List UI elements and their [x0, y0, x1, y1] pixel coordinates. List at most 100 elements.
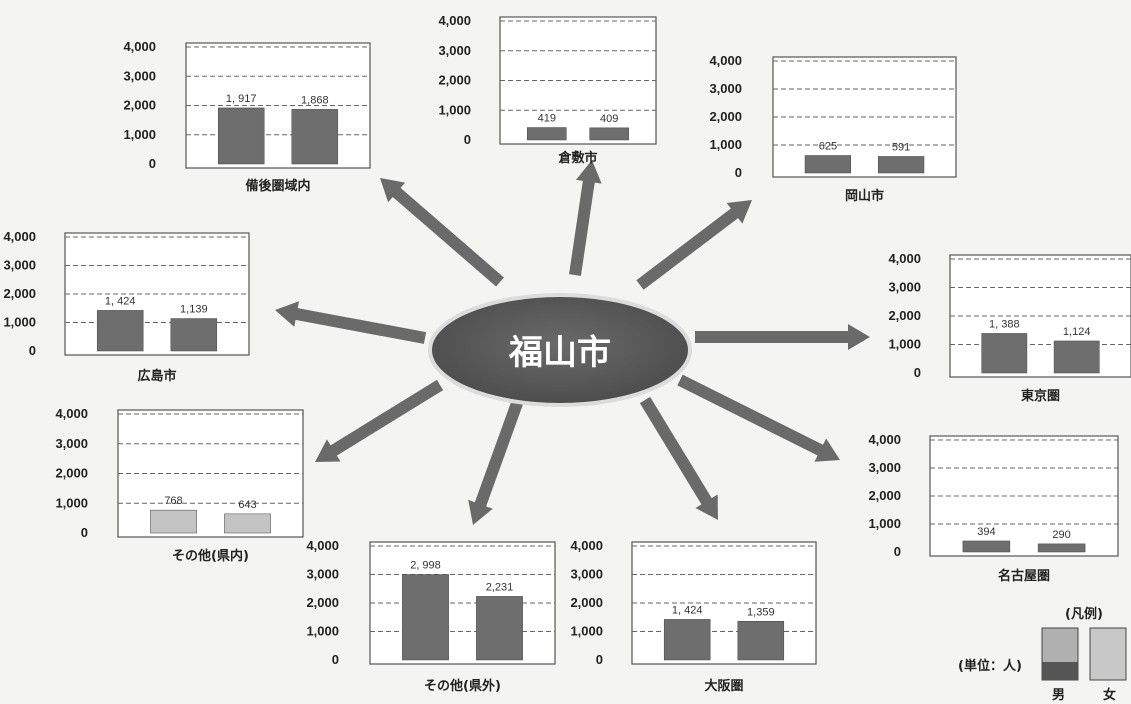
- data-label: 409: [600, 113, 618, 125]
- y-tick-label: 4,000: [123, 39, 156, 54]
- y-tick-label: 4,000: [868, 432, 901, 447]
- data-label: 2,231: [486, 581, 514, 593]
- chart-7: 0 1,000 2,000 3,000 4,000 2, 998 2,231 その他(県外): [306, 538, 556, 694]
- data-label: 419: [538, 113, 556, 125]
- legend-female-label: 女: [1103, 687, 1116, 703]
- legend-female-swatch: [1089, 627, 1127, 681]
- bar-female: [589, 127, 629, 141]
- y-tick-label: 0: [914, 365, 921, 380]
- data-label: 290: [1052, 529, 1070, 541]
- y-tick-label: 0: [596, 652, 603, 667]
- chart-title: 名古屋圏: [998, 568, 1050, 584]
- arrow-5: [695, 324, 870, 350]
- y-tick-label: 1,000: [55, 495, 88, 510]
- y-tick-label: 3,000: [55, 436, 88, 451]
- y-tick-label: 4,000: [709, 53, 742, 68]
- y-tick-label: 3,000: [306, 567, 339, 582]
- y-tick-label: 4,000: [888, 251, 921, 266]
- data-label: 1, 917: [226, 93, 257, 105]
- legend-title: (凡例): [1065, 606, 1103, 622]
- y-tick-label: 2,000: [3, 286, 36, 301]
- chart-title: 岡山市: [845, 188, 884, 204]
- data-label: 1,139: [180, 304, 208, 316]
- y-tick-label: 2,000: [123, 98, 156, 113]
- chart-8: 0 1,000 2,000 3,000 4,000 1, 424 1,359 大阪圏: [570, 538, 817, 694]
- arrows: [275, 160, 870, 525]
- data-label: 591: [892, 141, 910, 153]
- y-tick-label: 1,000: [570, 624, 603, 639]
- arrow-7: [468, 392, 526, 525]
- bar-male: [981, 333, 1028, 374]
- arrow-6: [315, 379, 444, 462]
- y-tick-label: 4,000: [55, 406, 88, 421]
- chart-5: 0 1,000 2,000 3,000 4,000 1, 388 1,124 東京圏: [888, 251, 1131, 404]
- chart-6: 0 1,000 2,000 3,000 4,000 768 643 その他(県内): [55, 406, 304, 564]
- chart-title: その他(県内): [172, 548, 249, 564]
- data-label: 768: [164, 495, 182, 507]
- y-tick-label: 4,000: [3, 229, 36, 244]
- y-tick-label: 2,000: [570, 595, 603, 610]
- data-label: 2, 998: [410, 560, 441, 572]
- chart-title: 東京圏: [1021, 388, 1060, 404]
- legend-male-dark-part: [1042, 662, 1078, 680]
- y-tick-label: 4,000: [438, 13, 471, 28]
- y-tick-label: 0: [81, 525, 88, 540]
- chart-title: 倉敷市: [557, 150, 597, 166]
- y-tick-label: 3,000: [888, 280, 921, 295]
- data-label: 1,868: [301, 94, 329, 106]
- bar-male: [96, 310, 144, 352]
- charts: 0 1,000 2,000 3,000 4,000 1, 917 1,868 備後圏域内 0 1,…: [3, 13, 1131, 694]
- bar-male: [402, 574, 449, 661]
- y-tick-label: 1,000: [123, 127, 156, 142]
- data-label: 1,359: [747, 606, 775, 618]
- bar-female: [1037, 543, 1086, 553]
- y-tick-label: 3,000: [868, 460, 901, 475]
- bar-male: [804, 155, 852, 174]
- center-ellipse: [428, 293, 692, 407]
- data-label: 643: [238, 499, 256, 511]
- y-tick-label: 4,000: [570, 538, 603, 553]
- data-label: 1,124: [1063, 326, 1091, 338]
- chart-title: 広島市: [137, 368, 176, 384]
- chart-4: 0 1,000 2,000 3,000 4,000 1, 424 1,139 広島市: [3, 229, 250, 384]
- y-tick-label: 3,000: [3, 258, 36, 273]
- y-tick-label: 0: [29, 343, 36, 358]
- data-label: 1, 424: [105, 295, 136, 307]
- y-tick-label: 1,000: [888, 337, 921, 352]
- chart-3: 0 1,000 2,000 3,000 4,000 625 591 岡山市: [709, 53, 957, 204]
- arrow-3: [636, 200, 752, 290]
- y-tick-label: 3,000: [123, 68, 156, 83]
- y-tick-label: 2,000: [868, 488, 901, 503]
- y-tick-label: 3,000: [709, 81, 742, 96]
- bar-male: [150, 509, 197, 534]
- legend-unit: (単位：人): [958, 658, 1022, 674]
- bar-female: [737, 621, 785, 661]
- bar-male: [217, 107, 265, 165]
- data-label: 394: [977, 526, 995, 538]
- legend-male-label: 男: [1052, 688, 1065, 703]
- y-tick-label: 2,000: [438, 73, 471, 88]
- bar-female: [224, 513, 271, 534]
- bar-female: [1053, 340, 1100, 374]
- arrow-2: [569, 160, 602, 276]
- y-tick-label: 0: [464, 132, 471, 147]
- chart-title: 備後圏域内: [245, 178, 310, 194]
- center-label: 福山市: [508, 333, 611, 373]
- chart-1: 0 1,000 2,000 3,000 4,000 1, 917 1,868 備後圏域内: [123, 39, 371, 194]
- y-tick-label: 4,000: [306, 538, 339, 553]
- arrow-9: [677, 374, 840, 462]
- bar-female: [170, 318, 218, 352]
- plot-area: [929, 435, 1119, 557]
- y-tick-label: 3,000: [438, 43, 471, 58]
- y-tick-label: 1,000: [709, 137, 742, 152]
- y-tick-label: 1,000: [438, 102, 471, 117]
- bar-male: [527, 127, 567, 141]
- y-tick-label: 0: [332, 652, 339, 667]
- data-label: 1, 388: [989, 318, 1020, 330]
- y-tick-label: 2,000: [306, 595, 339, 610]
- y-tick-label: 2,000: [55, 466, 88, 481]
- arrow-1: [380, 178, 504, 287]
- arrow-4: [275, 301, 427, 344]
- bar-female: [877, 156, 925, 174]
- chart-title: その他(県外): [424, 678, 501, 694]
